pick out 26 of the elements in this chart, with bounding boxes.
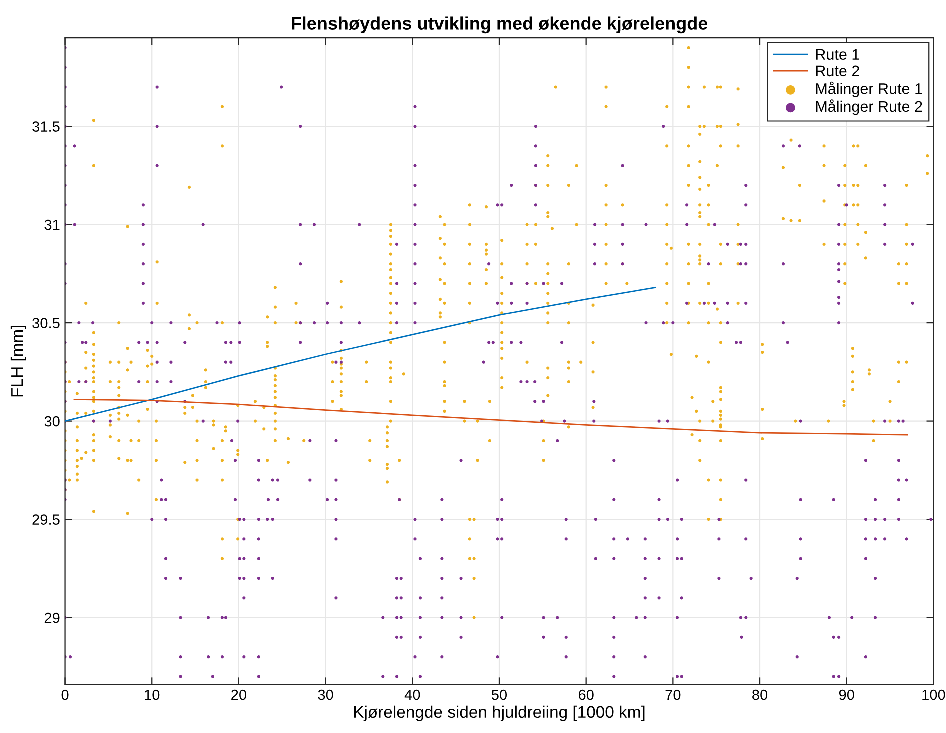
- x-tick-label: 100: [922, 690, 946, 700]
- legend-label: Rute 1: [816, 49, 860, 60]
- y-tick-label: 29: [44, 612, 60, 624]
- x-tick-label: 10: [145, 690, 160, 700]
- y-tick-label: 29.5: [32, 514, 60, 525]
- legend-label: Målinger Rute 1: [816, 82, 922, 98]
- x-tick-label: 90: [839, 690, 854, 700]
- x-tick-label: 30: [318, 690, 334, 700]
- x-tick-label: 80: [752, 690, 768, 700]
- line-series: [65, 286, 656, 422]
- x-tick-label: 0: [62, 690, 69, 700]
- line-series: [74, 398, 908, 436]
- chart-title: Flenshøydens utvikling med økende kjørelengde: [292, 16, 708, 34]
- y-tick-label: 31.5: [32, 122, 60, 132]
- y-tick-label: 30.5: [32, 318, 60, 328]
- x-tick-label: 50: [492, 690, 508, 700]
- y-tick-label: 30: [44, 416, 60, 427]
- y-tick-label: 31: [44, 220, 60, 230]
- y-axis-title: FLH [mm]: [10, 326, 26, 397]
- x-tick-label: 40: [404, 690, 420, 700]
- x-tick-label: 20: [232, 690, 246, 700]
- legend-label: Rute 2: [816, 66, 860, 77]
- x-tick-label: 60: [578, 690, 594, 700]
- x-axis-title: Kjørelengde siden hjuldreiing [1000 km]: [354, 706, 645, 722]
- x-tick-label: 70: [666, 690, 681, 700]
- legend-label: Målinger Rute 2: [816, 100, 922, 116]
